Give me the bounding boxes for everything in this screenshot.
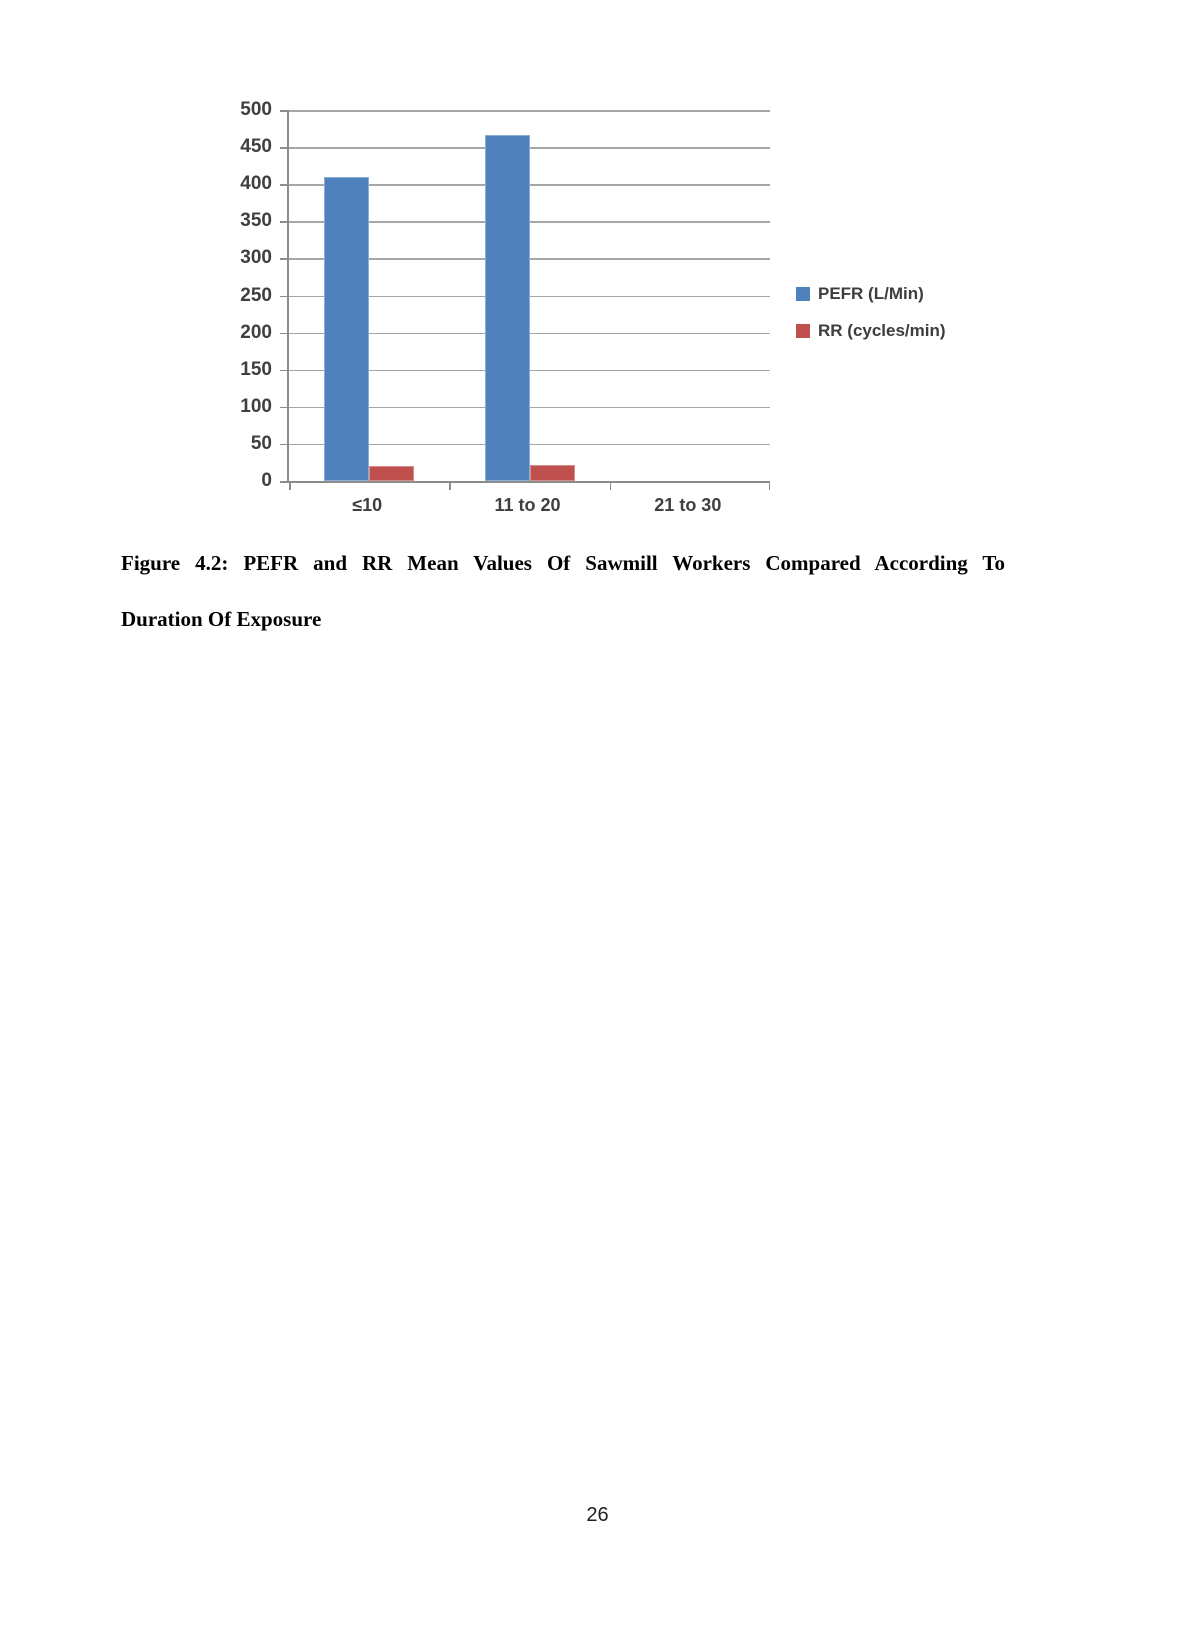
y-tick-mark-100: [280, 406, 287, 409]
bar-rr-1: [369, 466, 415, 481]
legend-item-rr: RR (cycles/min): [796, 320, 946, 342]
x-tick-label-2: 11 to 20: [494, 495, 561, 515]
y-tick-mark-250: [280, 295, 287, 297]
y-tick-label-0: 0: [261, 470, 272, 491]
pefr-series-swatch-icon: [796, 287, 810, 301]
figure-caption: Figure 4.2: PEFR and RR Mean Values Of S…: [121, 549, 1005, 633]
y-tick-mark-400: [280, 184, 287, 186]
gridline-400: [289, 184, 770, 186]
y-tick-mark-300: [280, 258, 287, 260]
y-tick-mark-200: [280, 332, 287, 335]
legend-label-rr: RR (cycles/min): [818, 321, 946, 340]
x-tick-label-3: 21 to 30: [654, 495, 722, 515]
y-tick-mark-350: [280, 221, 287, 223]
y-tick-mark-150: [280, 369, 287, 372]
y-tick-label-400: 400: [240, 173, 272, 195]
bar-pefr-1: [324, 176, 370, 481]
page-number: 26: [586, 1504, 609, 1526]
y-tick-mark-450: [280, 147, 287, 149]
gridline-500: [289, 110, 770, 112]
chart-legend: PEFR (L/Min) RR (cycles/min): [796, 283, 946, 357]
rr-series-swatch-icon: [796, 324, 810, 338]
gridline-150: [289, 369, 770, 372]
gridline-350: [289, 221, 770, 223]
y-tick-label-150: 150: [240, 358, 272, 380]
y-tick-mark-0: [280, 481, 287, 483]
gridline-250: [289, 295, 770, 297]
y-tick-label-50: 50: [250, 432, 272, 454]
y-tick-label-200: 200: [240, 321, 272, 343]
x-tick-mark-2: [609, 483, 612, 490]
y-tick-mark-500: [280, 110, 287, 112]
legend-item-pefr: PEFR (L/Min): [796, 283, 946, 305]
figure-caption-line2: Duration Of Exposure: [121, 607, 322, 631]
y-tick-label-350: 350: [240, 210, 272, 232]
y-axis-labels: 500 450 400 350 300 250 200 150 100 50 0: [167, 99, 272, 491]
x-tick-mark-0: [289, 483, 291, 490]
y-tick-label-450: 450: [240, 136, 272, 158]
gridline-200: [289, 332, 770, 335]
y-tick-mark-50: [280, 443, 287, 446]
y-tick-label-500: 500: [240, 99, 272, 120]
chart-figure: 500 450 400 350 300 250 200 150 100 50 0 ≤10 11 to …: [0, 0, 1195, 540]
y-tick-label-250: 250: [240, 284, 272, 306]
gridline-300: [289, 258, 770, 260]
x-tick-mark-1: [449, 483, 451, 490]
x-axis-labels: ≤10 11 to 20 21 to 30: [287, 495, 768, 516]
bar-rr-2: [529, 464, 575, 481]
bar-pefr-2: [484, 134, 530, 481]
legend-label-pefr: PEFR (L/Min): [818, 284, 924, 303]
gridline-50: [289, 443, 770, 446]
y-tick-label-100: 100: [240, 395, 272, 417]
gridline-450: [289, 147, 770, 149]
figure-caption-line1: Figure 4.2: PEFR and RR Mean Values Of S…: [121, 551, 1005, 575]
x-tick-mark-3: [768, 483, 770, 490]
x-tick-label-1: ≤10: [352, 495, 383, 515]
gridline-100: [289, 406, 770, 409]
plot-area: [280, 110, 770, 490]
y-tick-label-300: 300: [240, 247, 272, 269]
